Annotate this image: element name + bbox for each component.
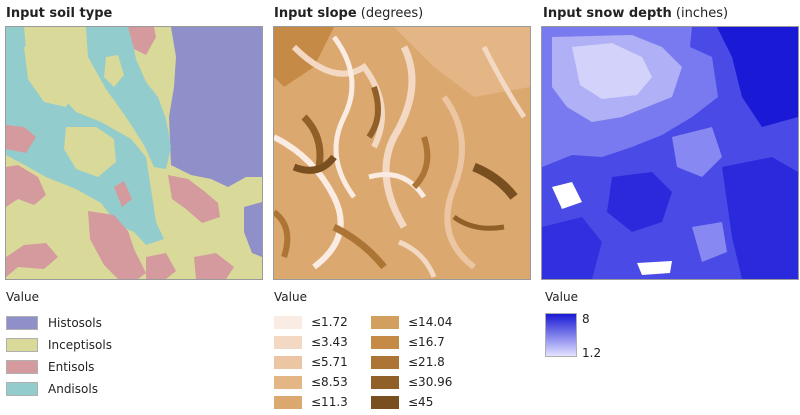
soil-panel-title: Input soil type	[6, 6, 113, 21]
soil-legend-swatch	[6, 382, 38, 396]
slope-legend-label: ≤21.8	[408, 355, 445, 369]
slope-legend-item: ≤21.8	[371, 354, 445, 370]
slope-legend-swatch	[274, 375, 302, 389]
soil-legend-item: Histosols	[6, 314, 102, 332]
slope-legend-swatch	[274, 395, 302, 409]
slope-legend-swatch	[371, 355, 399, 369]
slope-legend-swatch	[371, 375, 399, 389]
soil-legend-title: Value	[6, 290, 39, 304]
slope-legend-item: ≤11.3	[274, 394, 348, 410]
slope-legend-swatch	[274, 315, 302, 329]
soil-legend-item: Inceptisols	[6, 336, 112, 354]
slope-legend-label: ≤1.72	[311, 315, 348, 329]
slope-legend-swatch	[274, 355, 302, 369]
soil-legend-swatch	[6, 316, 38, 330]
snow-legend-title: Value	[545, 290, 578, 304]
soil-legend-item: Andisols	[6, 380, 98, 398]
soil-legend-swatch	[6, 360, 38, 374]
soil-legend-label: Andisols	[48, 382, 98, 396]
soil-legend-label: Inceptisols	[48, 338, 112, 352]
slope-legend-item: ≤1.72	[274, 314, 348, 330]
soil-type-map	[5, 26, 263, 280]
slope-legend-swatch	[371, 315, 399, 329]
slope-legend-item: ≤16.7	[371, 334, 445, 350]
snow-panel-title: Input snow depth (inches)	[543, 6, 729, 21]
slope-legend-swatch	[274, 335, 302, 349]
slope-map	[273, 26, 531, 280]
slope-legend-swatch	[371, 335, 399, 349]
slope-legend-label: ≤30.96	[408, 375, 453, 389]
soil-legend-label: Histosols	[48, 316, 102, 330]
slope-legend-label: ≤11.3	[311, 395, 348, 409]
snow-depth-map	[541, 26, 799, 280]
soil-legend-item: Entisols	[6, 358, 94, 376]
soil-legend-swatch	[6, 338, 38, 352]
slope-legend-label: ≤8.53	[311, 375, 348, 389]
snow-legend-min: 1.2	[582, 346, 602, 360]
slope-legend-label: ≤14.04	[408, 315, 453, 329]
slope-legend-label: ≤45	[408, 395, 434, 409]
soil-legend-label: Entisols	[48, 360, 95, 374]
slope-legend-item: ≤14.04	[371, 314, 452, 330]
slope-legend-item: ≤3.43	[274, 334, 348, 350]
slope-legend-title: Value	[274, 290, 307, 304]
snow-legend-max: 8	[582, 312, 590, 326]
slope-legend-item: ≤5.71	[274, 354, 348, 370]
slope-legend-swatch	[371, 395, 399, 409]
slope-legend-item: ≤8.53	[274, 374, 348, 390]
slope-legend-label: ≤3.43	[311, 335, 348, 349]
slope-legend-item: ≤45	[371, 394, 433, 410]
slope-legend-label: ≤5.71	[311, 355, 348, 369]
slope-panel-title: Input slope (degrees)	[274, 6, 424, 21]
slope-legend-item: ≤30.96	[371, 374, 452, 390]
slope-legend-label: ≤16.7	[408, 335, 445, 349]
snow-color-ramp	[545, 313, 577, 357]
